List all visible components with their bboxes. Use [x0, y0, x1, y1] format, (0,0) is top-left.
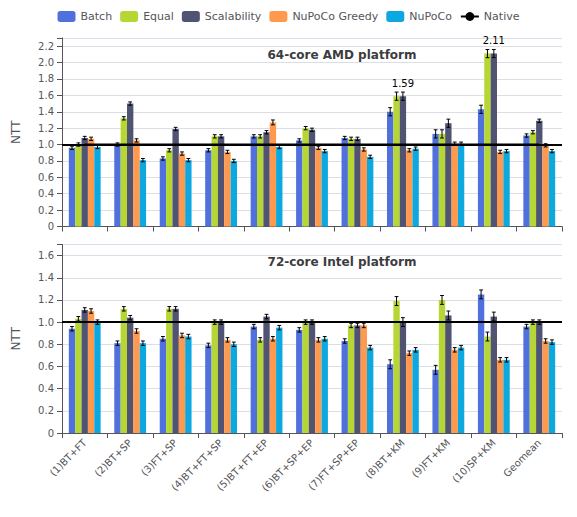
- svg-text:Native: Native: [484, 10, 520, 23]
- svg-text:1.6: 1.6: [38, 90, 54, 101]
- svg-text:72-core Intel platform: 72-core Intel platform: [268, 255, 417, 269]
- svg-text:(5)BT+FT+EP: (5)BT+FT+EP: [214, 437, 271, 493]
- svg-text:Geomean: Geomean: [501, 437, 543, 479]
- svg-text:0.4: 0.4: [38, 383, 54, 394]
- svg-text:2.2: 2.2: [38, 41, 54, 52]
- svg-text:0.2: 0.2: [38, 405, 54, 416]
- svg-text:(3)FT+SP: (3)FT+SP: [139, 437, 180, 478]
- svg-text:Scalability: Scalability: [205, 10, 262, 23]
- svg-text:0.8: 0.8: [38, 155, 54, 166]
- svg-text:(4)BT+FT+SP: (4)BT+FT+SP: [169, 437, 225, 493]
- svg-text:NuPoCo: NuPoCo: [409, 10, 452, 23]
- svg-text:1.59: 1.59: [392, 78, 414, 89]
- svg-text:NTT: NTT: [9, 326, 23, 350]
- svg-text:NuPoCo Greedy: NuPoCo Greedy: [292, 10, 378, 23]
- svg-text:(6)BT+SP+EP: (6)BT+SP+EP: [259, 437, 316, 494]
- svg-text:(7)FT+SP+EP: (7)FT+SP+EP: [306, 437, 361, 492]
- svg-text:0: 0: [48, 428, 54, 439]
- svg-text:1.4: 1.4: [38, 272, 54, 283]
- svg-text:0: 0: [48, 221, 54, 232]
- svg-text:0.4: 0.4: [38, 188, 54, 199]
- svg-text:1.6: 1.6: [38, 250, 54, 261]
- svg-text:0.6: 0.6: [38, 361, 54, 372]
- svg-text:1.2: 1.2: [38, 294, 54, 305]
- svg-text:2.0: 2.0: [38, 57, 54, 68]
- svg-text:1.0: 1.0: [38, 317, 54, 328]
- svg-text:2.11: 2.11: [483, 35, 505, 46]
- svg-text:(9)FT+KM: (9)FT+KM: [410, 437, 453, 480]
- svg-text:64-core AMD platform: 64-core AMD platform: [267, 48, 416, 62]
- svg-text:(8)BT+KM: (8)BT+KM: [363, 437, 407, 481]
- svg-text:(2)BT+SP: (2)BT+SP: [92, 437, 134, 479]
- svg-text:Equal: Equal: [143, 10, 174, 23]
- svg-text:NTT: NTT: [9, 120, 23, 144]
- svg-text:1.8: 1.8: [38, 73, 54, 84]
- svg-text:0.8: 0.8: [38, 339, 54, 350]
- svg-text:1.0: 1.0: [38, 139, 54, 150]
- svg-text:(10)SP+KM: (10)SP+KM: [450, 437, 498, 485]
- svg-text:Batch: Batch: [81, 10, 113, 23]
- svg-text:0.6: 0.6: [38, 172, 54, 183]
- svg-text:1.2: 1.2: [38, 123, 54, 134]
- svg-text:1.4: 1.4: [38, 106, 54, 117]
- svg-text:0.2: 0.2: [38, 205, 54, 216]
- svg-text:(1)BT+FT: (1)BT+FT: [48, 436, 90, 478]
